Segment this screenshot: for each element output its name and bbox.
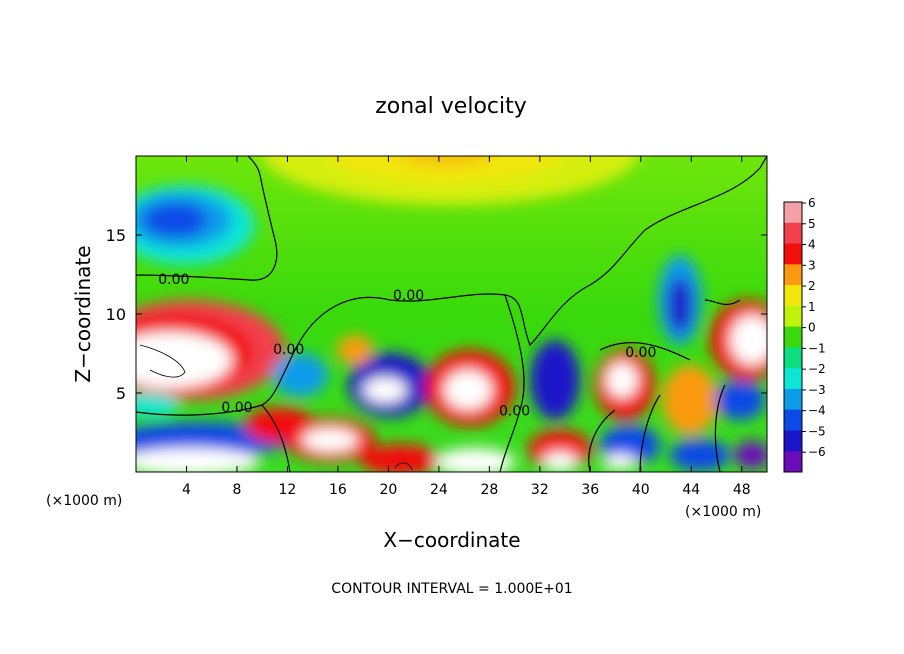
- contour-labels: 0.00 0.00 0.00 0.00 0.00 0.00: [158, 272, 656, 419]
- colorbar-label: 5: [808, 217, 816, 231]
- colorbar-swatch: [784, 368, 802, 390]
- colorbar-swatch: [784, 305, 802, 328]
- colorbar-swatch: [784, 347, 802, 369]
- colorbar-label: 1: [808, 300, 816, 314]
- y-tick-label: 10: [106, 305, 126, 324]
- colorbar-frame: [783, 201, 803, 473]
- x-tick-label: 44: [682, 482, 700, 498]
- colorbar-swatch: [784, 326, 802, 348]
- contour-label: 0.00: [221, 400, 252, 416]
- colorbar-swatch: [784, 264, 802, 286]
- x-tick-label: 16: [329, 482, 347, 498]
- colorbar-label: 2: [808, 279, 816, 293]
- x-unit-right: (×1000 m): [685, 504, 761, 520]
- y-axis-ticks: 5 10 15: [106, 226, 767, 403]
- colorbar-swatch: [784, 430, 802, 452]
- x-axis-ticks: 4 8 12 16 20 24 28 32 36 40 44 48: [182, 156, 751, 498]
- contour-label: 0.00: [393, 288, 424, 304]
- x-axis-label: X−coordinate: [383, 528, 520, 552]
- contour-label: 0.00: [625, 345, 656, 361]
- x-tick-label: 28: [480, 482, 498, 498]
- x-tick-label: 4: [182, 482, 191, 498]
- colorbar-label: −5: [808, 424, 826, 438]
- contour-label: 0.00: [158, 272, 189, 288]
- x-unit-left: (×1000 m): [46, 493, 122, 509]
- colorbar-swatch: [784, 243, 802, 265]
- x-tick-label: 8: [232, 482, 241, 498]
- contour-label: 0.00: [499, 403, 530, 419]
- contour-label: 0.00: [273, 342, 304, 358]
- colorbar: 6 5 4 3 2 1 0 −1 −2 −3 −4 −5 −6: [783, 196, 826, 473]
- colorbar-label: 6: [808, 196, 816, 210]
- velocity-field: [136, 156, 767, 472]
- colorbar-swatch: [784, 409, 802, 431]
- colorbar-label: 0: [808, 321, 816, 335]
- x-tick-label: 32: [531, 482, 549, 498]
- colorbar-swatch: [784, 388, 802, 411]
- x-tick-label: 40: [632, 482, 650, 498]
- y-axis-label: Z−coordinate: [71, 245, 95, 382]
- colorbar-swatch: [784, 202, 802, 224]
- x-tick-label: 36: [581, 482, 599, 498]
- x-tick-label: 20: [379, 482, 397, 498]
- x-tick-label: 12: [279, 482, 297, 498]
- colorbar-label: −2: [808, 362, 826, 376]
- y-tick-label: 5: [116, 384, 126, 403]
- chart-title: zonal velocity: [375, 94, 527, 119]
- colorbar-swatch: [784, 285, 802, 307]
- colorbar-swatch: [784, 222, 802, 245]
- x-tick-label: 24: [430, 482, 448, 498]
- x-tick-label: 48: [733, 482, 751, 498]
- colorbar-label: −4: [808, 404, 826, 418]
- colorbar-label: −1: [808, 341, 826, 355]
- colorbar-label: 4: [808, 238, 816, 252]
- y-tick-label: 15: [106, 226, 126, 245]
- colorbar-label: −3: [808, 383, 826, 397]
- contour-interval-footer: CONTOUR INTERVAL = 1.000E+01: [331, 581, 572, 597]
- colorbar-label: −6: [808, 445, 826, 459]
- colorbar-label: 3: [808, 258, 816, 272]
- colorbar-swatch: [784, 451, 802, 473]
